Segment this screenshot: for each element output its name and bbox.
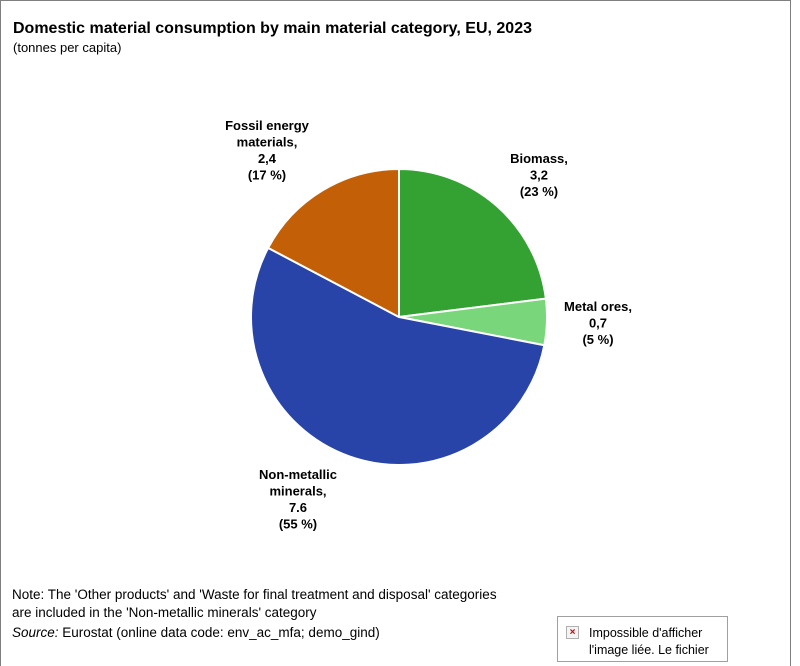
broken-image-text: Impossible d'afficher l'image liée. Le f… [589,625,709,659]
slice-label-non-metallic-minerals: Non-metallic minerals, 7.6 (55 %) [259,467,337,532]
chart-title: Domestic material consumption by main ma… [13,20,532,37]
source-text: Eurostat (online data code: env_ac_mfa; … [58,625,380,640]
broken-image-icon: × [566,626,579,639]
slice-label-biomass: Biomass, 3,2 (23 %) [510,151,568,199]
chart-subtitle: (tonnes per capita) [13,40,122,55]
chart-note: Note: The 'Other products' and 'Waste fo… [12,587,497,620]
pie-slice-biomass [398,168,547,318]
pie-chart: Biomass, 3,2 (23 %) Metal ores, 0,7 (5 %) Non-… [225,118,632,532]
broken-image-placeholder: × Impossible d'afficher l'image liée. Le… [557,616,728,662]
chart-source: Source: Eurostat (online data code: env_… [12,625,380,640]
slice-label-metal-ores: Metal ores, 0,7 (5 %) [564,299,632,347]
broken-image-line-1: Impossible d'afficher [589,626,703,640]
pie-slice-non-metallic-minerals [250,246,546,466]
pie-slice-fossil-energy-materials [267,168,400,318]
slice-label-fossil-energy-materials: Fossil energy materials, 2,4 (17 %) [225,118,310,183]
broken-image-line-2: l'image liée. Le fichier [589,643,709,657]
source-label: Source: [12,625,59,640]
